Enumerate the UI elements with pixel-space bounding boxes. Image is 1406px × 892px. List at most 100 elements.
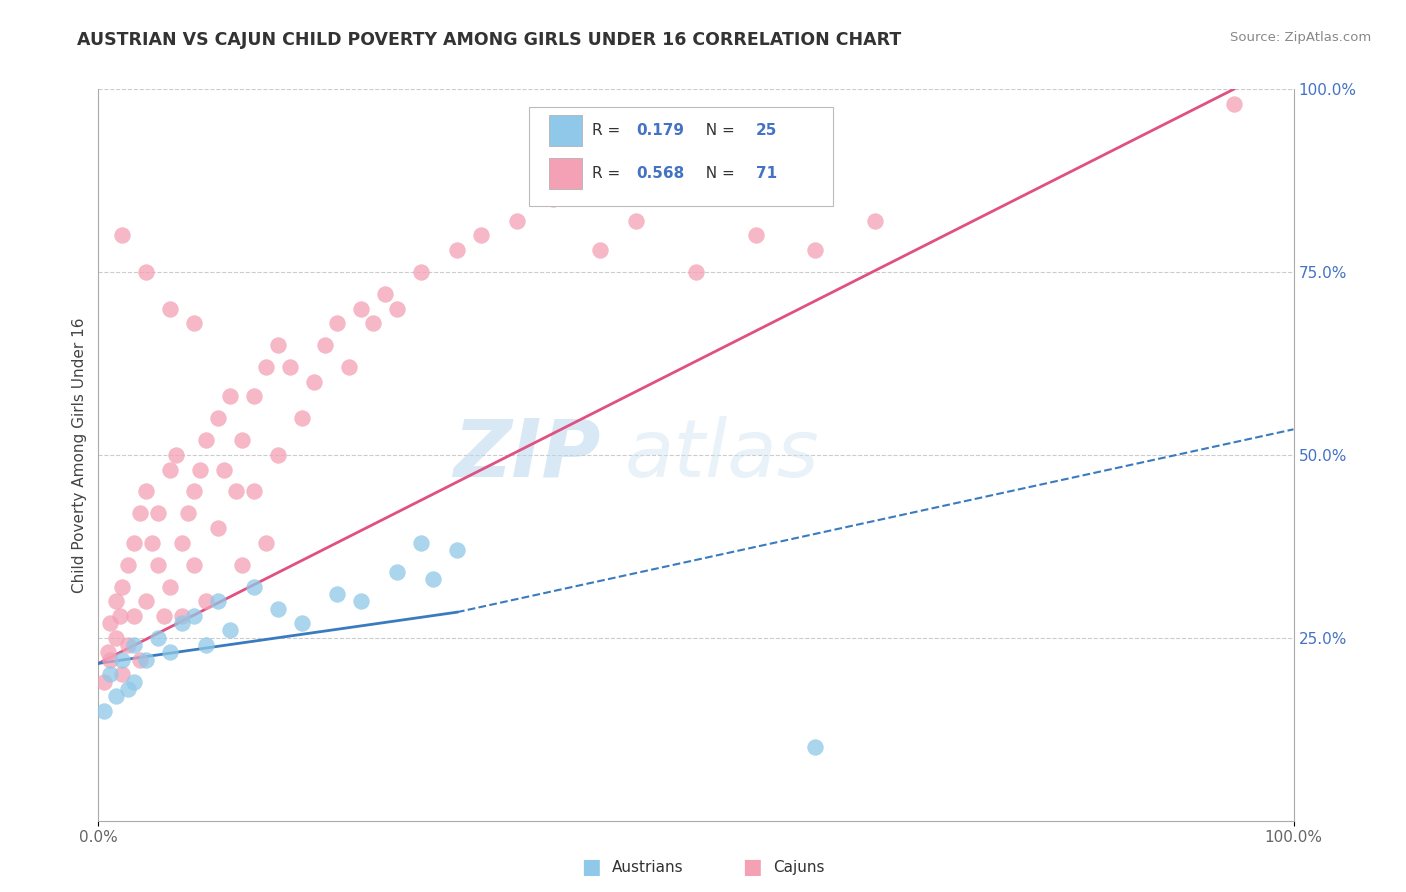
Point: [124, 674, 146, 689]
Point: [108, 608, 131, 623]
FancyBboxPatch shape: [529, 108, 834, 206]
Point: [326, 316, 349, 330]
Point: [685, 265, 707, 279]
Point: [589, 243, 612, 257]
Y-axis label: Child Poverty Among Girls Under 16: Child Poverty Among Girls Under 16: [72, 318, 87, 592]
Point: [105, 594, 128, 608]
Point: [385, 565, 409, 579]
Point: [243, 580, 266, 594]
Text: ZIP: ZIP: [453, 416, 600, 494]
Point: [350, 594, 373, 608]
Point: [111, 667, 134, 681]
Point: [745, 228, 768, 243]
Point: [98, 653, 122, 667]
Point: [148, 507, 170, 521]
Point: [291, 616, 314, 631]
Point: [225, 484, 247, 499]
Point: [278, 360, 301, 375]
Point: [111, 580, 134, 594]
Point: [183, 558, 205, 572]
Text: R =: R =: [592, 166, 626, 181]
Point: [470, 228, 492, 243]
Point: [411, 265, 433, 279]
Point: [93, 704, 115, 718]
Text: ■: ■: [581, 857, 600, 877]
FancyBboxPatch shape: [548, 115, 582, 146]
Point: [363, 316, 385, 330]
Point: [302, 375, 325, 389]
Point: [219, 624, 242, 638]
Point: [422, 572, 444, 586]
Point: [1223, 96, 1246, 111]
Point: [135, 484, 157, 499]
Point: [804, 740, 827, 755]
Point: [231, 558, 253, 572]
Point: [172, 608, 194, 623]
Point: [195, 594, 218, 608]
Point: [159, 580, 181, 594]
Point: [626, 214, 648, 228]
Point: [129, 507, 152, 521]
Point: [148, 631, 170, 645]
Point: [291, 411, 314, 425]
Point: [207, 411, 229, 425]
Point: [207, 594, 229, 608]
Text: N =: N =: [696, 123, 740, 138]
FancyBboxPatch shape: [548, 158, 582, 189]
Point: [385, 301, 409, 316]
Point: [183, 608, 205, 623]
Point: [98, 616, 122, 631]
Text: Cajuns: Cajuns: [773, 860, 825, 874]
Point: [153, 608, 176, 623]
Text: 0.568: 0.568: [637, 166, 685, 181]
Point: [231, 434, 253, 448]
Point: [339, 360, 361, 375]
Point: [98, 667, 122, 681]
Point: [219, 389, 242, 403]
Point: [105, 631, 128, 645]
Point: [446, 543, 468, 558]
Point: [315, 338, 337, 352]
Point: [804, 243, 827, 257]
Point: [148, 558, 170, 572]
Point: [141, 535, 163, 549]
Point: [172, 535, 194, 549]
Point: [124, 608, 146, 623]
Point: [212, 462, 235, 476]
Point: [183, 316, 205, 330]
Point: [177, 507, 200, 521]
Point: [195, 434, 218, 448]
Point: [506, 214, 529, 228]
Point: [117, 558, 139, 572]
Point: [117, 681, 139, 696]
Point: [267, 448, 290, 462]
Point: [159, 462, 181, 476]
Text: Source: ZipAtlas.com: Source: ZipAtlas.com: [1230, 31, 1371, 45]
Point: [411, 535, 433, 549]
Point: [865, 214, 887, 228]
Point: [207, 521, 229, 535]
Point: [111, 653, 134, 667]
Point: [159, 645, 181, 659]
Point: [111, 228, 134, 243]
Point: [374, 287, 396, 301]
Point: [254, 535, 277, 549]
Text: 71: 71: [756, 166, 778, 181]
Point: [183, 484, 205, 499]
Text: Austrians: Austrians: [612, 860, 683, 874]
Text: 0.179: 0.179: [637, 123, 685, 138]
Point: [267, 601, 290, 615]
Point: [172, 616, 194, 631]
Text: 25: 25: [756, 123, 778, 138]
Text: N =: N =: [696, 166, 740, 181]
Point: [135, 653, 157, 667]
Point: [350, 301, 373, 316]
Point: [165, 448, 187, 462]
Text: ■: ■: [742, 857, 762, 877]
Text: AUSTRIAN VS CAJUN CHILD POVERTY AMONG GIRLS UNDER 16 CORRELATION CHART: AUSTRIAN VS CAJUN CHILD POVERTY AMONG GI…: [77, 31, 901, 49]
Point: [541, 192, 564, 206]
Point: [188, 462, 211, 476]
Point: [117, 638, 139, 652]
Point: [195, 638, 218, 652]
Point: [135, 265, 157, 279]
